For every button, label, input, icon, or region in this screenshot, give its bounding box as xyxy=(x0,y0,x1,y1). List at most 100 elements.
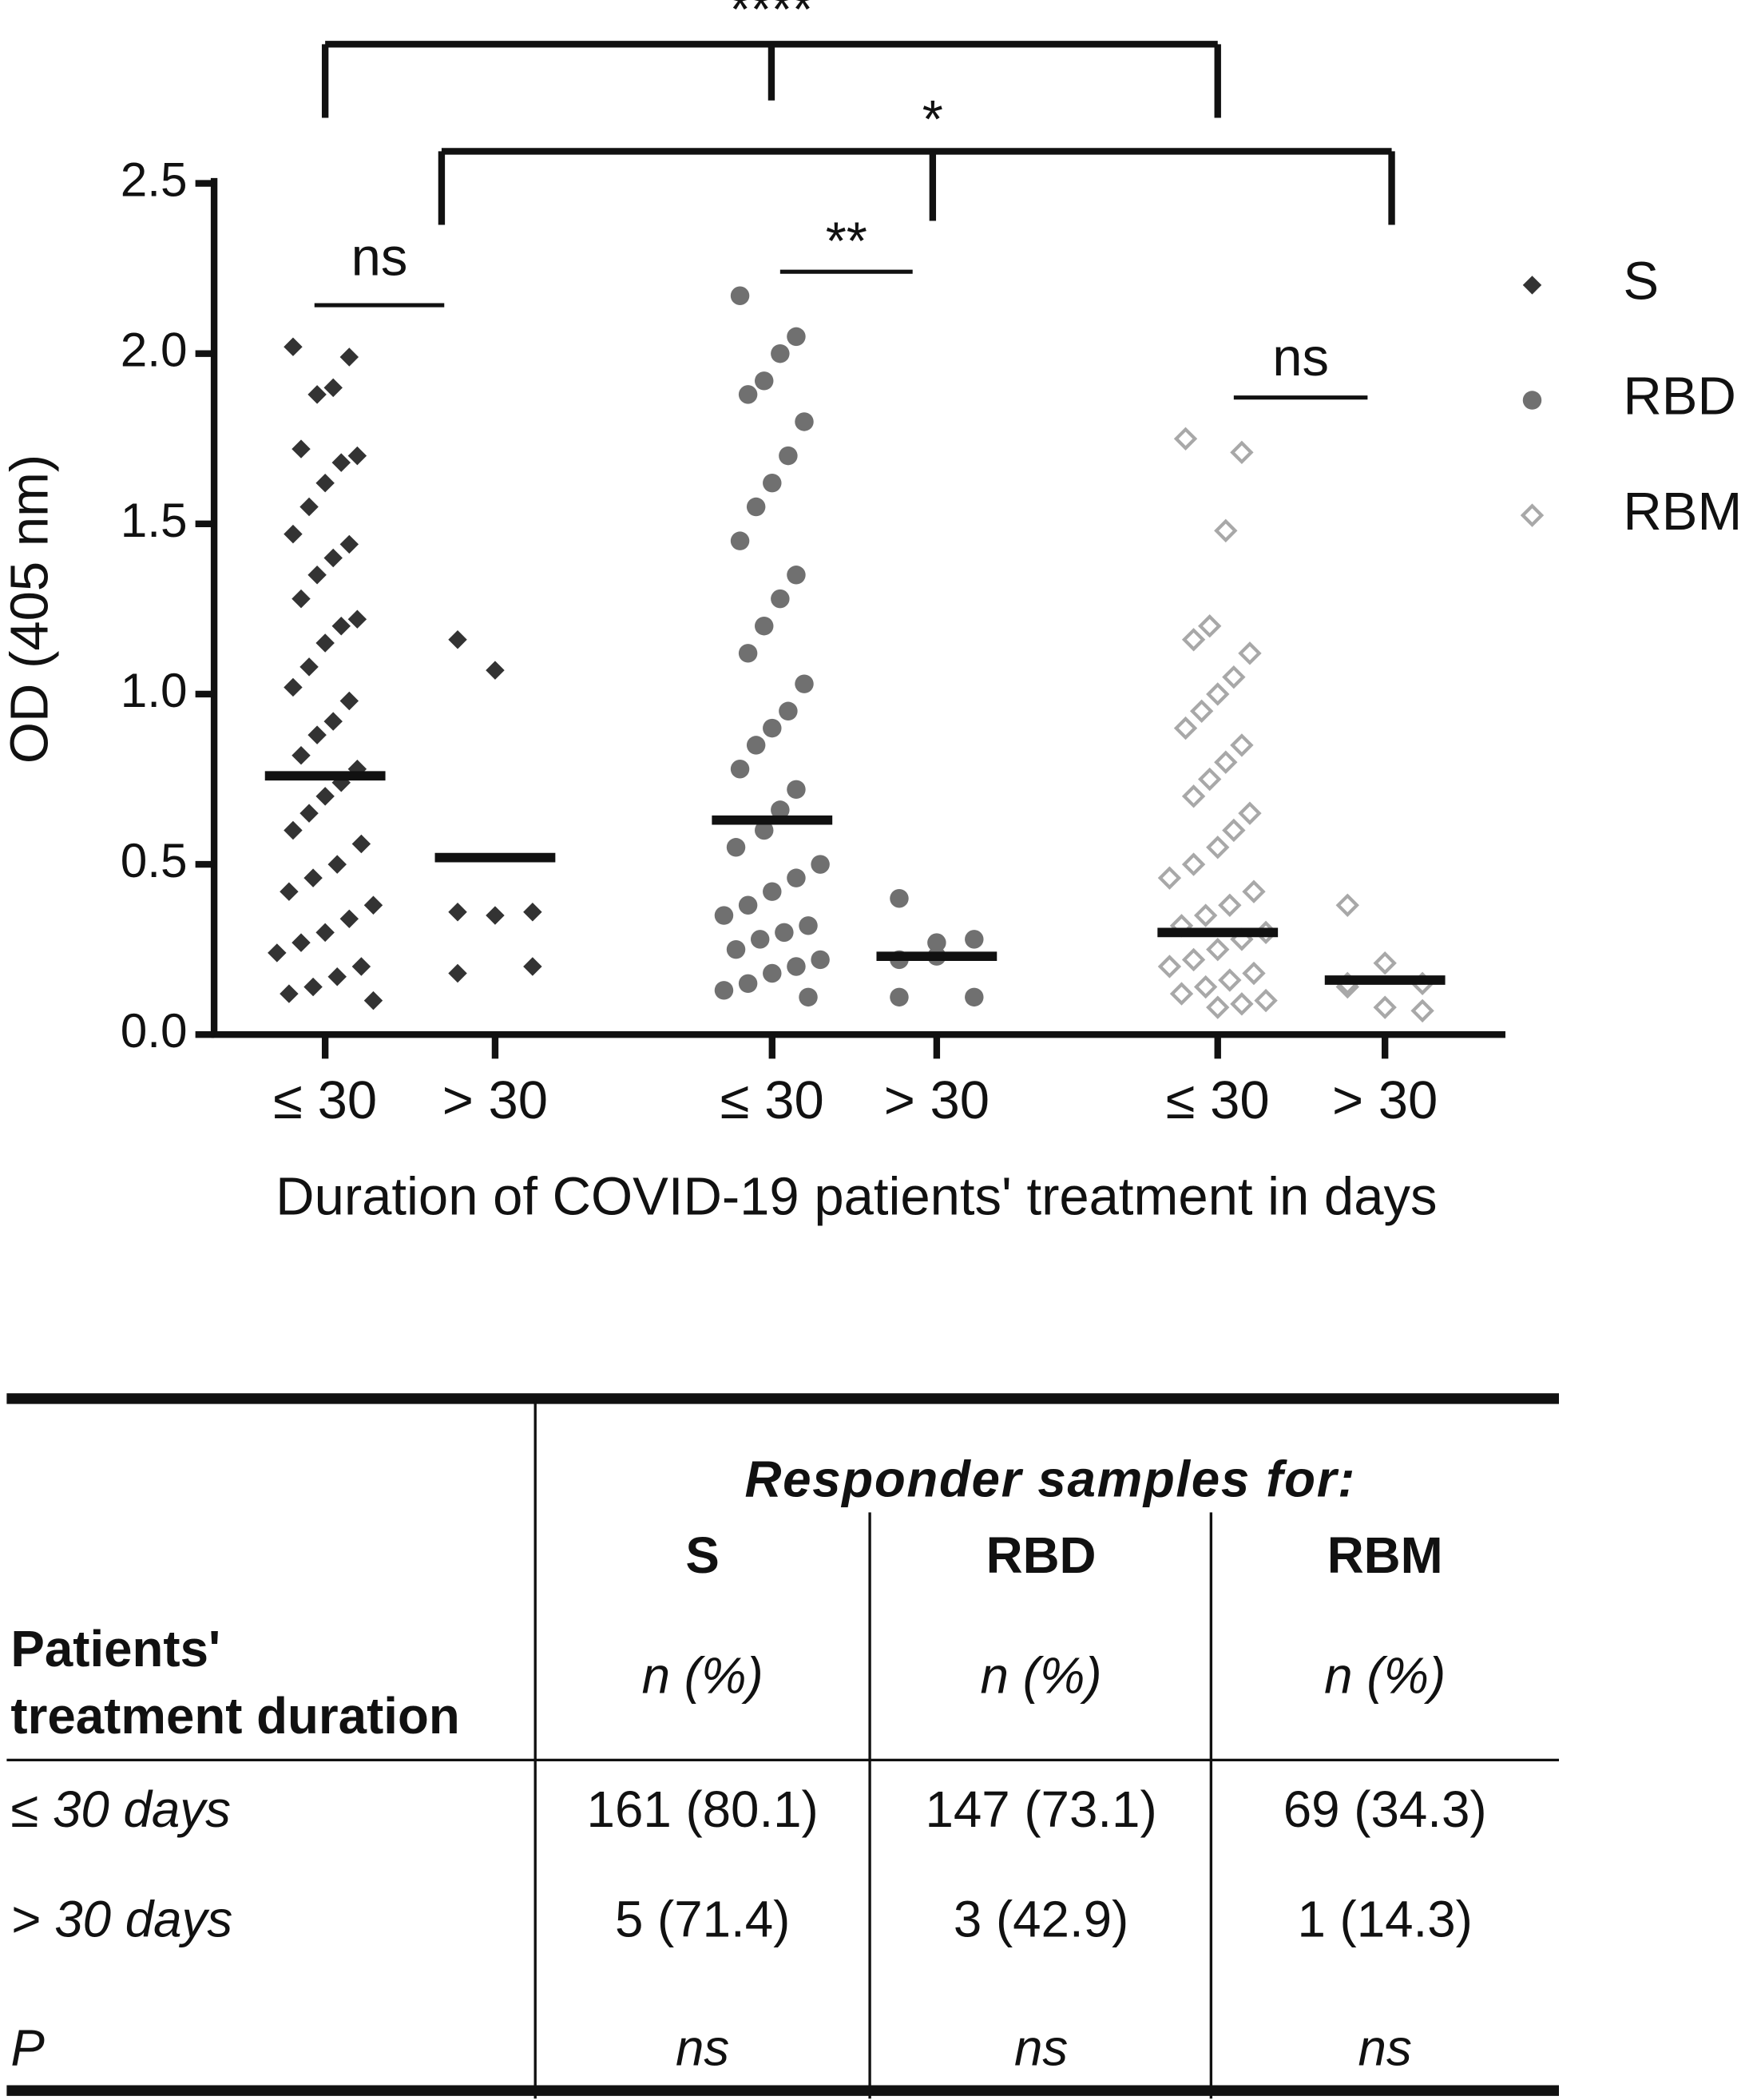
sig-label: ** xyxy=(826,211,867,271)
data-point xyxy=(351,834,371,854)
data-point xyxy=(1169,982,1194,1006)
data-point xyxy=(738,385,758,404)
data-point xyxy=(1181,852,1206,876)
data-point xyxy=(1206,937,1230,962)
data-point xyxy=(448,630,467,649)
legend-marker xyxy=(1522,276,1542,295)
data-point xyxy=(299,497,319,517)
data-point xyxy=(965,987,984,1007)
column-header: S xyxy=(685,1527,719,1584)
data-point xyxy=(927,933,946,952)
x-tick-label: > 30 xyxy=(442,1070,548,1130)
data-point xyxy=(292,439,311,459)
table-cell: 3 (42.9) xyxy=(954,1892,1128,1948)
data-point xyxy=(738,974,758,994)
data-point xyxy=(799,987,818,1007)
data-point xyxy=(292,745,311,765)
data-point xyxy=(299,804,319,823)
table-header: Responder samples for: xyxy=(745,1451,1357,1507)
sig-label: ns xyxy=(1272,328,1329,387)
data-point xyxy=(292,933,311,952)
data-point xyxy=(730,531,750,550)
data-point xyxy=(1410,998,1434,1023)
data-point xyxy=(303,868,323,887)
data-point xyxy=(755,371,774,391)
data-point xyxy=(303,977,323,997)
x-tick-label: > 30 xyxy=(1332,1070,1438,1130)
data-point xyxy=(315,923,335,943)
data-point xyxy=(327,967,347,986)
data-point xyxy=(811,950,830,970)
data-point xyxy=(811,855,830,874)
column-subheader: n (%) xyxy=(1324,1648,1446,1705)
data-point xyxy=(1214,518,1238,543)
legend-label: RBM xyxy=(1623,482,1742,542)
data-point xyxy=(327,855,347,874)
data-point xyxy=(486,661,505,680)
table-cell: 147 (73.1) xyxy=(925,1781,1156,1838)
data-point xyxy=(284,337,303,356)
x-tick-label: ≤ 30 xyxy=(720,1070,824,1130)
data-point xyxy=(1173,716,1198,740)
table-cell: 161 (80.1) xyxy=(587,1781,819,1838)
data-point xyxy=(1222,818,1246,843)
data-point xyxy=(1242,879,1266,903)
data-point xyxy=(486,906,505,925)
data-point xyxy=(1206,995,1230,1019)
data-point xyxy=(714,906,734,925)
data-point xyxy=(799,916,818,935)
data-point xyxy=(307,385,327,404)
data-point xyxy=(1214,750,1238,774)
data-point xyxy=(890,987,909,1007)
data-point xyxy=(795,412,814,431)
data-point xyxy=(1197,767,1222,792)
row-label: P xyxy=(10,2019,45,2076)
x-tick-label: ≤ 30 xyxy=(1166,1070,1270,1130)
data-point xyxy=(738,895,758,915)
data-point xyxy=(284,677,303,697)
data-point xyxy=(1238,801,1262,825)
column-header: RBD xyxy=(986,1527,1097,1584)
data-point xyxy=(779,701,798,721)
y-tick-label: 1.5 xyxy=(121,493,188,547)
x-tick-label: ≤ 30 xyxy=(273,1070,377,1130)
data-point xyxy=(1238,641,1262,665)
data-point xyxy=(1335,893,1359,917)
data-point xyxy=(284,524,303,544)
data-point xyxy=(1181,628,1206,652)
data-point xyxy=(763,718,782,738)
data-point xyxy=(1218,893,1242,917)
data-point xyxy=(726,939,746,959)
data-point xyxy=(323,548,343,568)
row-label: > 30 days xyxy=(10,1892,232,1948)
data-point xyxy=(787,957,806,976)
column-subheader: n (%) xyxy=(642,1648,763,1705)
sig-label: **** xyxy=(730,0,813,40)
table-cell: ns xyxy=(1014,2019,1068,2076)
data-point xyxy=(292,589,311,609)
data-point xyxy=(787,780,806,800)
y-tick-label: 0.0 xyxy=(121,1003,188,1058)
data-point xyxy=(1222,665,1246,689)
data-point xyxy=(1157,866,1182,890)
data-point xyxy=(347,609,367,629)
data-point xyxy=(347,446,367,466)
sig-label: ns xyxy=(351,227,408,287)
data-point xyxy=(284,820,303,840)
data-point xyxy=(323,378,343,398)
data-point xyxy=(1230,992,1254,1016)
data-point xyxy=(339,347,359,367)
data-point xyxy=(965,930,984,949)
data-point xyxy=(755,616,774,636)
data-point xyxy=(299,657,319,677)
data-point xyxy=(746,497,766,517)
stub-header: Patients' xyxy=(10,1621,220,1677)
data-point xyxy=(771,343,790,363)
data-point xyxy=(1181,947,1206,972)
data-point xyxy=(363,990,383,1010)
data-point xyxy=(890,889,909,908)
data-point xyxy=(787,566,806,585)
data-point xyxy=(1218,968,1242,992)
data-point xyxy=(1173,427,1198,451)
